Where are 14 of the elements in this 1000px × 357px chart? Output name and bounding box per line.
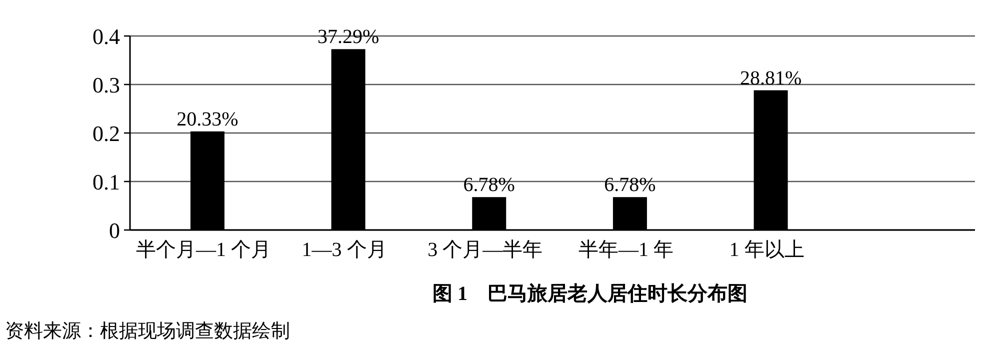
y-tick-label: 0.4: [92, 24, 120, 49]
data-label: 28.81%: [740, 67, 802, 90]
y-tick-label: 0: [109, 218, 120, 243]
x-tick-label: 半个月—1 个月: [136, 239, 271, 261]
text: 图 1 巴马旅居老人居住时长分布图: [432, 282, 748, 305]
data-label: 20.33%: [176, 108, 238, 130]
x-tick-label: 3 个月—半年: [428, 239, 543, 261]
text: 资料来源：根据现场调查数据绘制: [5, 321, 290, 342]
y-tick-label: 0.2: [92, 121, 120, 146]
x-tick-label: 半年—1 年: [578, 239, 674, 261]
x-tick-label: 1—3 个月: [302, 239, 387, 261]
y-tick-label: 0.3: [92, 72, 120, 98]
x-tick-label: 1 年以上: [729, 239, 804, 261]
y-tick-label: 0.1: [92, 170, 120, 194]
